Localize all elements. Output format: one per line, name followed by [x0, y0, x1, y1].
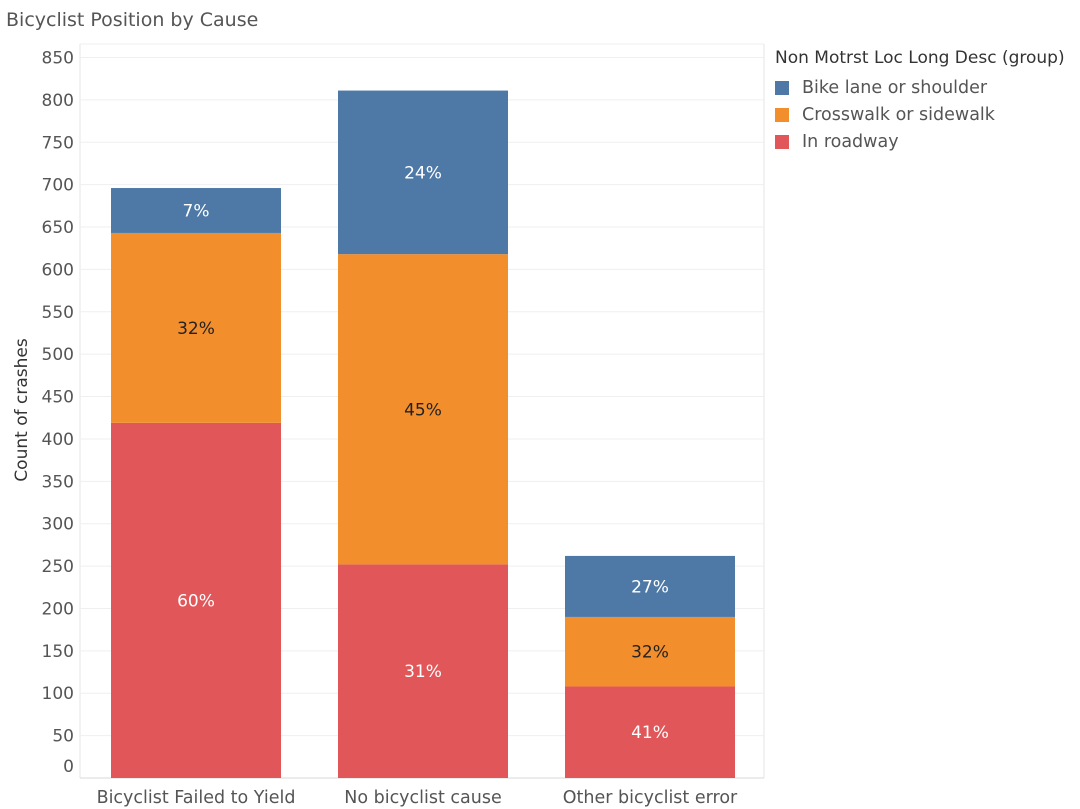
y-tick-label: 600 — [42, 260, 74, 280]
y-tick-label: 50 — [52, 727, 74, 747]
legend-swatch — [775, 80, 789, 95]
y-tick-label: 800 — [42, 91, 74, 111]
legend-label: In roadway — [802, 131, 899, 152]
bar-data-label: 41% — [631, 723, 669, 743]
y-tick-label: 150 — [42, 642, 74, 662]
bar-data-label: 32% — [177, 319, 215, 339]
bar-segment[interactable] — [338, 564, 508, 778]
bar-segment[interactable] — [111, 232, 281, 423]
legend-title: Non Motrst Loc Long Desc (group) — [775, 48, 1065, 68]
legend-label: Bike lane or shoulder — [802, 77, 988, 98]
y-tick-label: 550 — [42, 303, 74, 323]
bar-data-label: 24% — [404, 163, 442, 183]
y-tick-label: 400 — [42, 430, 74, 450]
legend-item[interactable]: Bike lane or shoulder — [775, 74, 1065, 101]
bar-segment[interactable] — [111, 422, 281, 778]
y-tick-label: 0 — [63, 757, 74, 777]
legend-swatch — [775, 107, 789, 122]
bar-data-label: 60% — [177, 591, 215, 611]
bar-data-label: 31% — [404, 662, 442, 682]
y-tick-label: 750 — [42, 133, 74, 153]
x-category-label: Other bicyclist error — [563, 788, 738, 808]
y-axis-ticks: 0 50 100 150 200 250 300 350 400 450 500 550 600 650 7… — [42, 49, 74, 778]
bar-segment[interactable] — [565, 616, 735, 687]
legend-label: Crosswalk or sidewalk — [802, 104, 995, 125]
bar-segment[interactable] — [565, 686, 735, 778]
y-tick-label: 100 — [42, 684, 74, 704]
y-tick-label: 350 — [42, 472, 74, 492]
legend-swatch — [775, 134, 789, 149]
y-tick-label: 850 — [42, 49, 74, 69]
y-tick-label: 250 — [42, 557, 74, 577]
legend: Non Motrst Loc Long Desc (group) Bike la… — [775, 48, 1065, 155]
y-tick-label: 200 — [42, 599, 74, 619]
y-axis-label: Count of crashes — [12, 338, 32, 482]
y-tick-label: 450 — [42, 388, 74, 408]
x-category-label: Bicyclist Failed to Yield — [97, 788, 296, 808]
x-category-label: No bicyclist cause — [344, 788, 502, 808]
x-axis-categories: Bicyclist Failed to Yield No bicyclist ca… — [97, 788, 738, 808]
bar-segment[interactable] — [338, 90, 508, 255]
bar-data-label: 45% — [404, 400, 442, 420]
y-tick-label: 650 — [42, 218, 74, 238]
y-tick-label: 700 — [42, 176, 74, 196]
bars: 60% 32% 7% 31% 45% 24% 41% 32% 27% — [111, 90, 735, 778]
bar-segment[interactable] — [338, 254, 508, 565]
bar-data-label: 27% — [631, 577, 669, 597]
bar-data-label: 32% — [631, 643, 669, 663]
bar-segment[interactable] — [565, 555, 735, 617]
legend-item[interactable]: Crosswalk or sidewalk — [775, 101, 1065, 128]
bar-segment[interactable] — [111, 188, 281, 233]
y-tick-label: 300 — [42, 515, 74, 535]
y-tick-label: 500 — [42, 345, 74, 365]
bar-data-label: 7% — [183, 202, 210, 222]
legend-item[interactable]: In roadway — [775, 128, 1065, 155]
chart-title: Bicyclist Position by Cause — [6, 9, 259, 31]
